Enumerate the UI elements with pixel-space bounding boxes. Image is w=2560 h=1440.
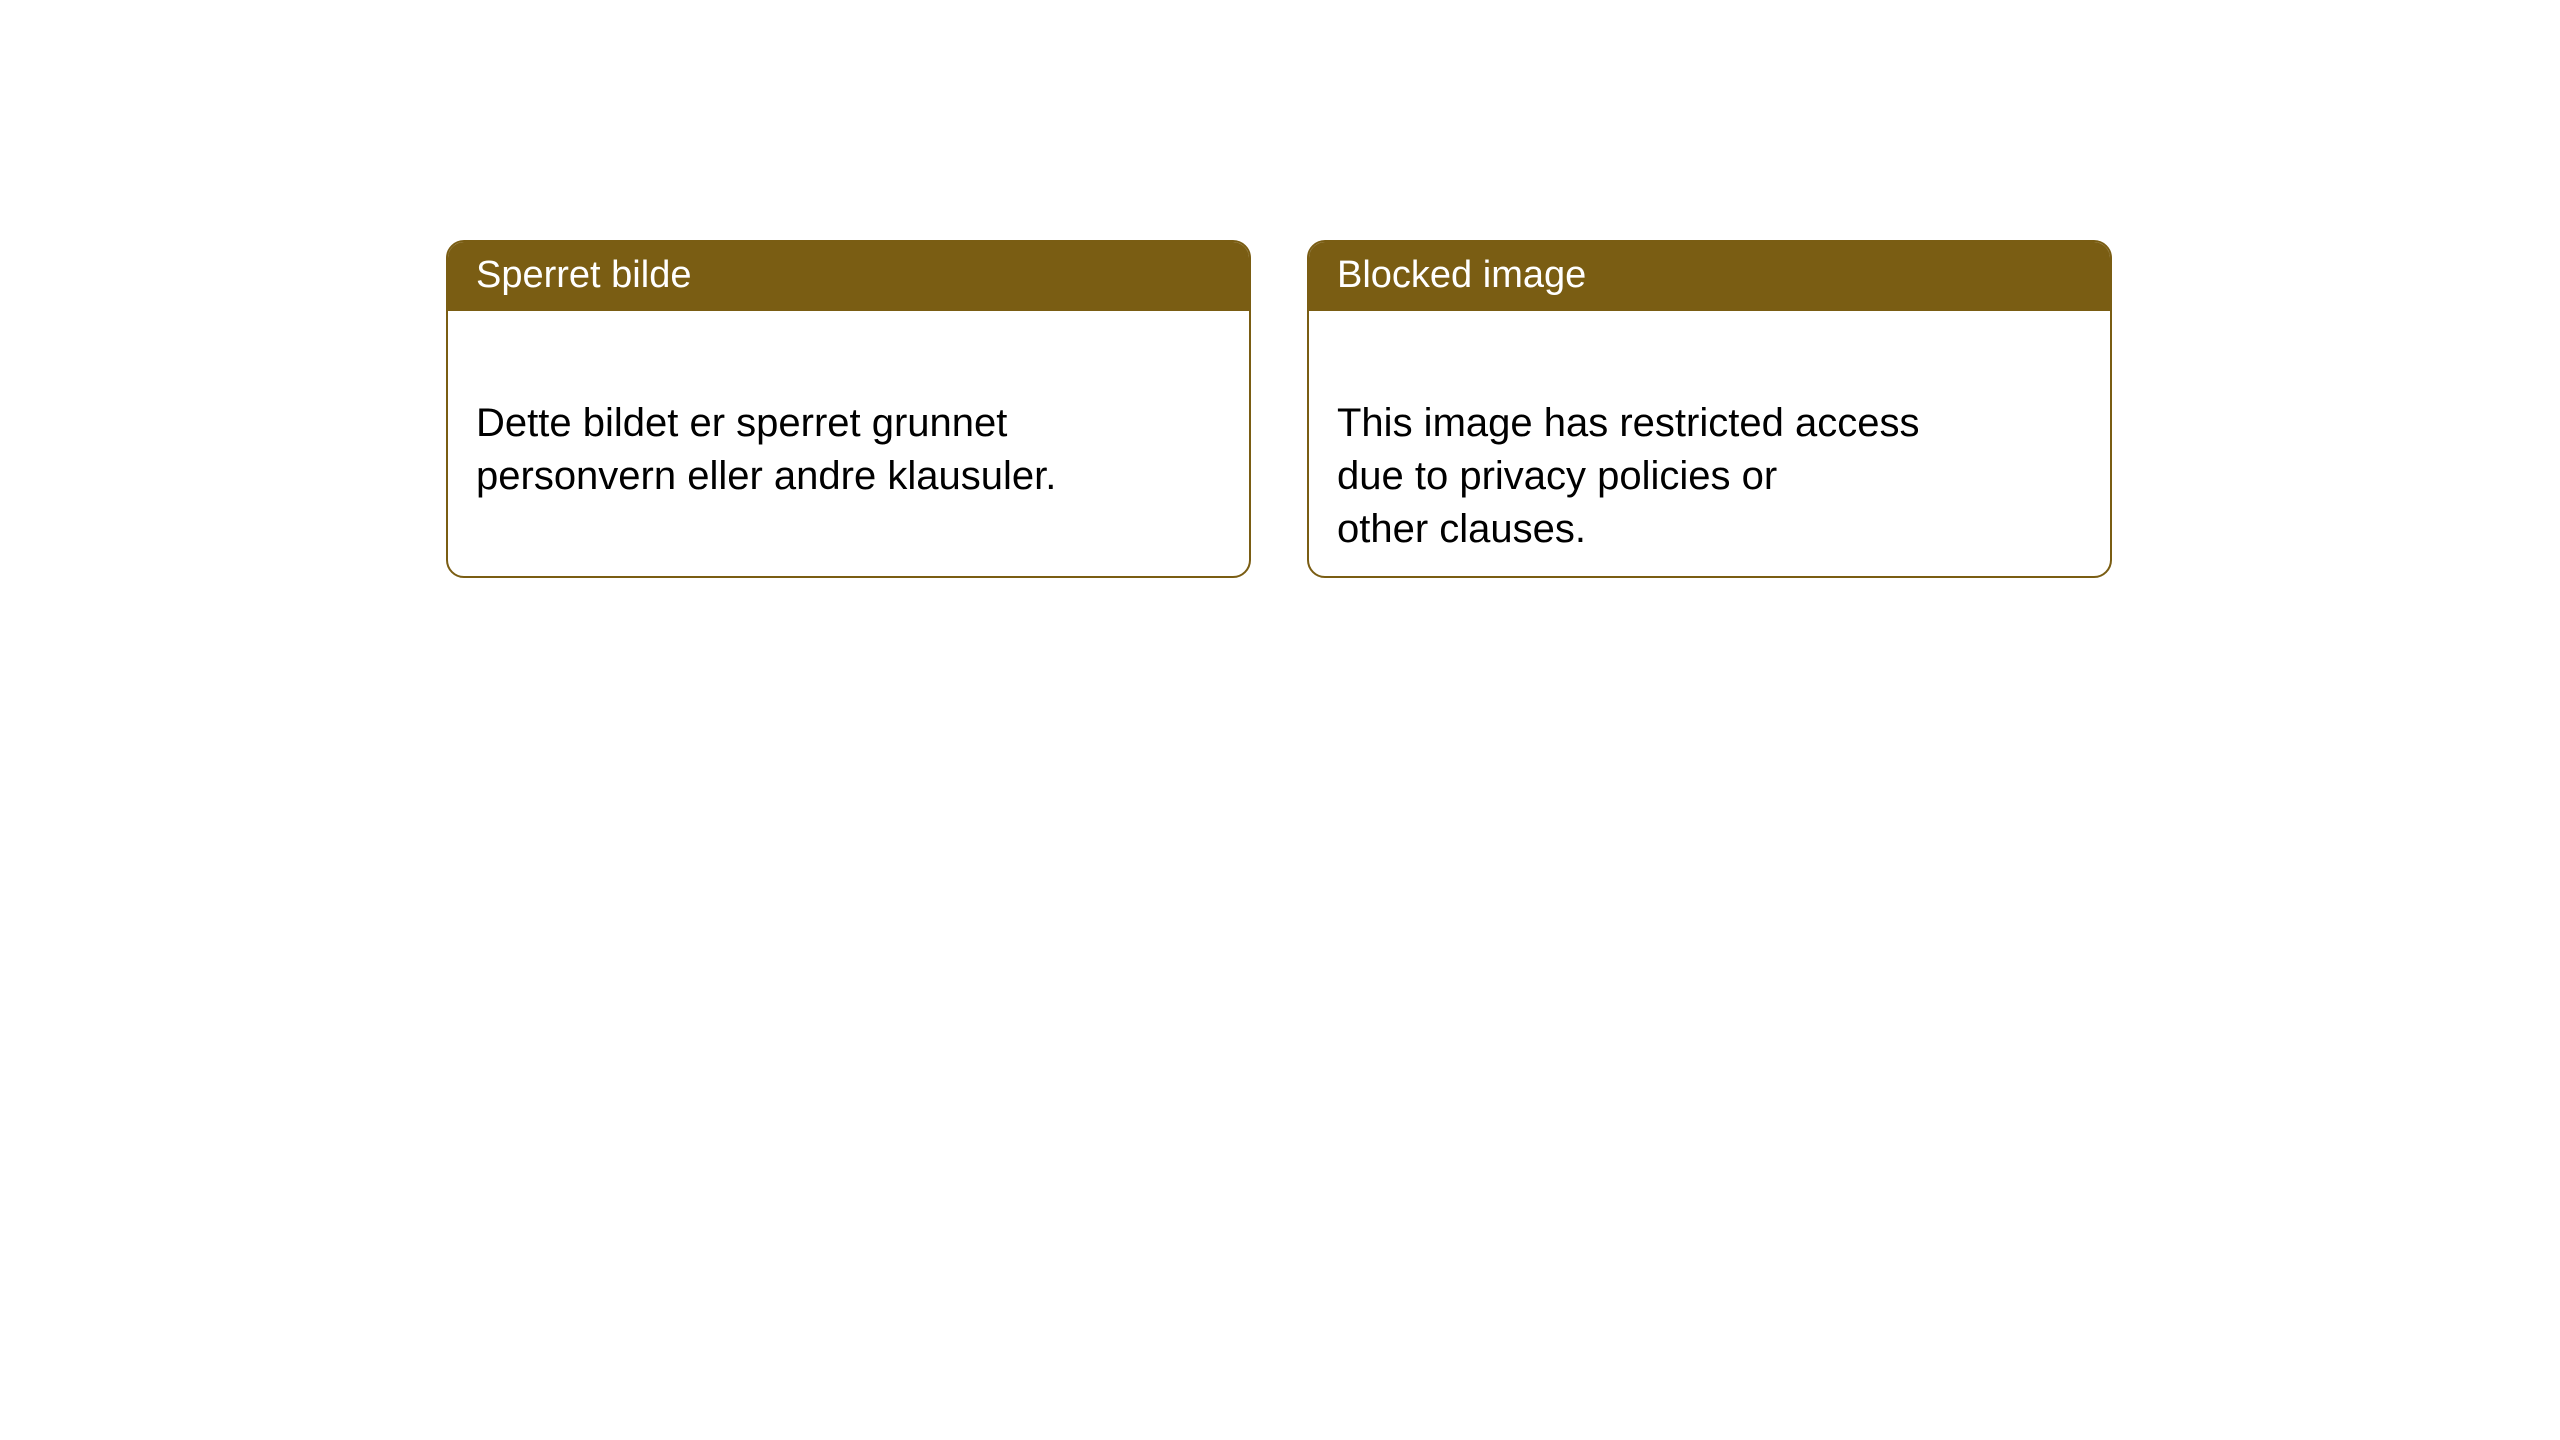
card-body-text: This image has restricted access due to …	[1337, 401, 1919, 551]
notice-card-norwegian: Sperret bilde Dette bildet er sperret gr…	[446, 240, 1251, 578]
card-title: Sperret bilde	[476, 254, 691, 296]
notice-container: Sperret bilde Dette bildet er sperret gr…	[446, 240, 2112, 578]
notice-card-english: Blocked image This image has restricted …	[1307, 240, 2112, 578]
card-title: Blocked image	[1337, 254, 1586, 296]
card-header: Blocked image	[1309, 242, 2110, 311]
card-body-text: Dette bildet er sperret grunnet personve…	[476, 401, 1056, 498]
card-header: Sperret bilde	[448, 242, 1249, 311]
card-body: Dette bildet er sperret grunnet personve…	[448, 311, 1249, 537]
card-body: This image has restricted access due to …	[1309, 311, 2110, 578]
